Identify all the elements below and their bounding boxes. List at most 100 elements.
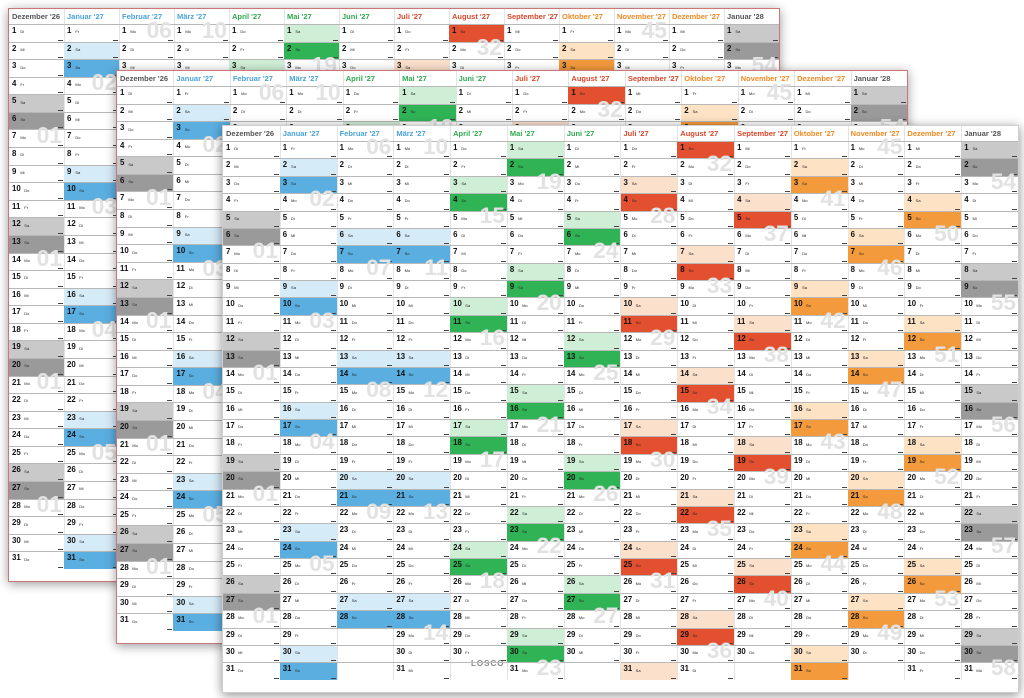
day-marker <box>444 538 450 540</box>
day-number: 8 <box>226 264 231 274</box>
weekday-label: So <box>188 495 194 501</box>
day-cell: 28 Mo 01 <box>9 493 64 517</box>
weekday-label: So <box>635 441 641 447</box>
weekday-label: Mo <box>574 250 581 256</box>
weekday-label: Di <box>802 215 806 221</box>
weekday-label: Sa <box>570 46 576 52</box>
weekday-label: Sa <box>24 468 30 474</box>
day-number: 1 <box>562 26 567 35</box>
weekday-label: So <box>347 250 353 256</box>
weekday-label: So <box>518 163 524 169</box>
day-marker <box>330 590 336 592</box>
day-marker <box>444 364 450 366</box>
weekday-label: Sa <box>238 337 244 343</box>
day-number: 19 <box>737 455 746 465</box>
day-number: 12 <box>120 281 129 291</box>
weekday-label: Mi <box>404 181 409 187</box>
day-marker <box>728 225 734 227</box>
weekday-label: Mo <box>297 91 304 97</box>
day-marker <box>58 531 63 533</box>
day-number: 15 <box>67 272 76 282</box>
day-number: 18 <box>453 438 462 448</box>
weekday-label: Do <box>465 511 471 517</box>
day-number: 13 <box>282 351 292 361</box>
day-number: 25 <box>339 560 349 569</box>
day-number: 17 <box>793 421 803 430</box>
day-marker <box>273 503 279 505</box>
day-number: 23 <box>12 412 21 422</box>
weekday-label: Sa <box>188 601 194 607</box>
weekday-label: Sa <box>806 406 811 412</box>
day-number: 4 <box>453 195 458 205</box>
day-number: 23 <box>509 525 519 535</box>
day-number: 1 <box>571 88 576 97</box>
day-marker <box>387 364 393 366</box>
day-marker <box>58 180 63 182</box>
weekday-label: Di <box>238 511 242 517</box>
day-number: 4 <box>120 140 125 150</box>
weekday-label: Mo <box>24 380 30 386</box>
day-marker <box>273 312 279 314</box>
day-cell: 28 Mo 01 <box>117 555 174 579</box>
day-number: 24 <box>226 542 235 552</box>
weekday-label: Mi <box>185 64 190 70</box>
weekday-label: Do <box>408 563 414 569</box>
weekday-label: Mi <box>408 667 413 673</box>
day-marker <box>58 268 63 270</box>
day-number: 13 <box>793 351 803 361</box>
day-marker <box>614 521 620 523</box>
week-number: 16 <box>479 324 505 350</box>
weekday-label: Mi <box>635 493 640 499</box>
day-number: 17 <box>737 421 746 430</box>
day-number: 22 <box>453 507 462 517</box>
weekday-label: Sa <box>408 354 414 360</box>
day-number: 4 <box>623 195 628 205</box>
day-number: 9 <box>176 228 181 238</box>
day-marker <box>671 399 677 401</box>
day-marker <box>330 278 336 279</box>
day-number: 17 <box>509 421 519 430</box>
day-marker <box>784 434 790 436</box>
day-marker <box>330 469 336 471</box>
weekday-label: Fr <box>806 511 810 517</box>
day-number: 23 <box>226 525 235 535</box>
weekday-label: Do <box>745 285 751 291</box>
day-number: 18 <box>120 386 129 396</box>
day-number: 2 <box>797 105 802 115</box>
day-marker <box>113 162 118 164</box>
day-number: 6 <box>67 113 72 123</box>
weekday-label: Di <box>635 598 640 604</box>
day-number: 4 <box>793 195 799 205</box>
day-number: 1 <box>727 26 732 35</box>
day-number: 1 <box>176 88 181 97</box>
day-number: 17 <box>680 421 689 430</box>
day-number: 2 <box>623 160 628 170</box>
weekday-label: Mo <box>408 632 415 638</box>
day-number: 24 <box>623 542 633 552</box>
day-number: 15 <box>120 334 129 344</box>
weekday-label: Do <box>24 433 30 439</box>
